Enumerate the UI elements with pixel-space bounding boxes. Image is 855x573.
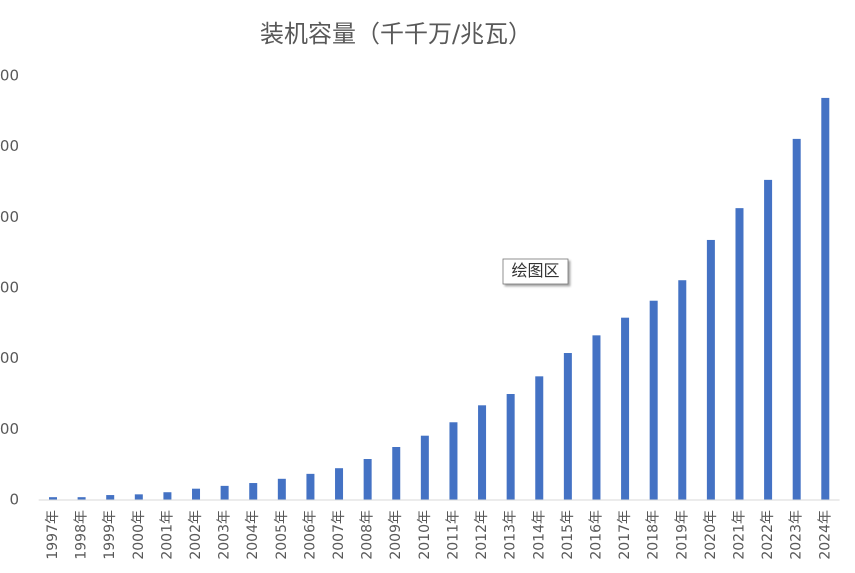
x-tick-label: 1997年 [45,510,61,560]
bar [563,353,572,500]
x-tick-label: 2015年 [560,510,576,560]
tooltip: 绘图区 [502,258,569,285]
y-tick-label: 500 [0,137,19,155]
bar [678,280,687,500]
y-tick-label: 200 [0,349,19,367]
x-tick-label: 2022年 [760,510,776,560]
x-tick-label: 2001年 [159,510,175,560]
x-tick-label: 2008年 [360,510,376,560]
bar [535,376,544,500]
bar [621,317,630,500]
x-tick-label: 2002年 [188,510,204,560]
x-tick-label: 2020年 [703,510,719,560]
bar [363,459,372,500]
x-tick-label: 2007年 [331,510,347,560]
bar [821,97,830,500]
bar [592,335,601,500]
bar [392,447,401,500]
x-tick-label: 1998年 [74,510,90,560]
x-tick-label: 2023年 [789,510,805,560]
y-tick-label: 300 [0,279,19,297]
bar [277,478,286,500]
chart-title: 装机容量（千千万/兆瓦） [260,20,532,48]
bar [764,179,773,500]
x-tick-label: 2005年 [274,510,290,560]
bar [449,422,458,500]
x-tick-label: 2012年 [474,510,490,560]
bar [478,405,487,500]
x-tick-label: 2024年 [817,510,833,560]
bar [306,473,315,500]
x-tick-label: 2016年 [588,510,604,560]
tooltip-box [502,258,569,285]
x-tick-label: 1999年 [102,510,118,560]
bar [706,239,715,501]
x-tick-label: 2004年 [245,510,261,560]
bar [49,497,58,500]
tooltip-text: 绘图区 [511,261,559,280]
x-tick-label: 2018年 [646,510,662,560]
bar [335,468,344,500]
y-tick-label: 0 [9,491,19,509]
bar [420,435,429,500]
y-tick-label: 100 [0,420,19,438]
x-tick-label: 2011年 [445,510,461,560]
x-tick-label: 2019年 [674,510,690,560]
bar [792,138,801,501]
y-tick-label: 400 [0,208,19,226]
x-tick-label: 2006年 [302,510,318,560]
x-tick-label: 2000年 [131,510,147,560]
bar [249,483,258,500]
x-tick-label: 2017年 [617,510,633,560]
bar [134,494,143,500]
y-tick-label: 600 [0,67,19,85]
bar [220,485,229,500]
bar [649,300,658,500]
x-tick-label: 2014年 [531,510,547,560]
x-tick-label: 2021年 [731,510,747,560]
bar [192,488,201,500]
x-tick-label: 2013年 [503,510,519,560]
bar [506,394,515,500]
x-tick-label: 2009年 [388,510,404,560]
bar [77,497,86,500]
x-tick-label: 2010年 [417,510,433,560]
bar [163,492,172,500]
bar [106,495,115,500]
x-tick-label: 2003年 [217,510,233,560]
bar [735,208,744,500]
